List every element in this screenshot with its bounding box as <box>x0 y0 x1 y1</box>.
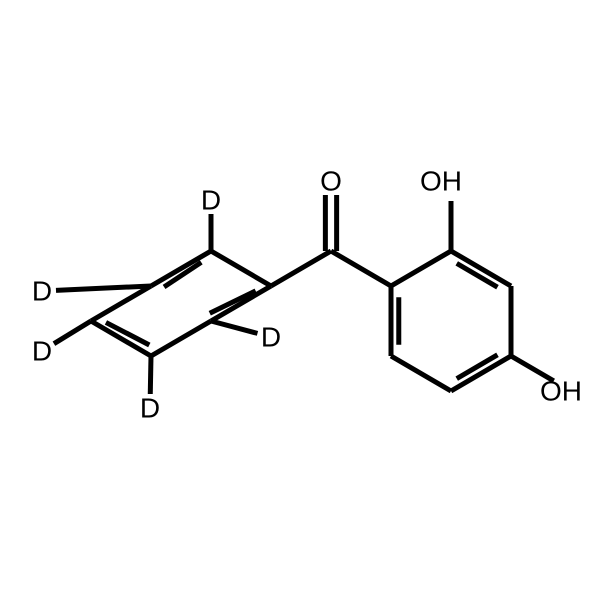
bond <box>451 251 511 286</box>
bond <box>54 321 91 344</box>
bond <box>211 251 271 286</box>
atom-label: OH <box>420 166 462 197</box>
bond <box>391 356 451 391</box>
atom-label: D <box>261 322 281 353</box>
bond <box>211 286 271 321</box>
bond <box>150 356 151 394</box>
bond <box>56 286 151 290</box>
atom-label: O <box>320 166 342 197</box>
bond <box>151 321 211 356</box>
bond <box>211 321 257 333</box>
atom-label: D <box>140 393 160 424</box>
bond <box>271 251 331 286</box>
bond <box>391 251 451 286</box>
bond <box>331 251 391 286</box>
atom-label: D <box>32 336 52 367</box>
atom-label: D <box>32 276 52 307</box>
atom-label: OH <box>540 376 582 407</box>
atom-label: D <box>201 185 221 216</box>
bond <box>451 356 511 391</box>
molecule-structure: OOHOHDDDDD <box>0 0 600 600</box>
bond <box>151 251 211 286</box>
bond <box>91 286 151 321</box>
